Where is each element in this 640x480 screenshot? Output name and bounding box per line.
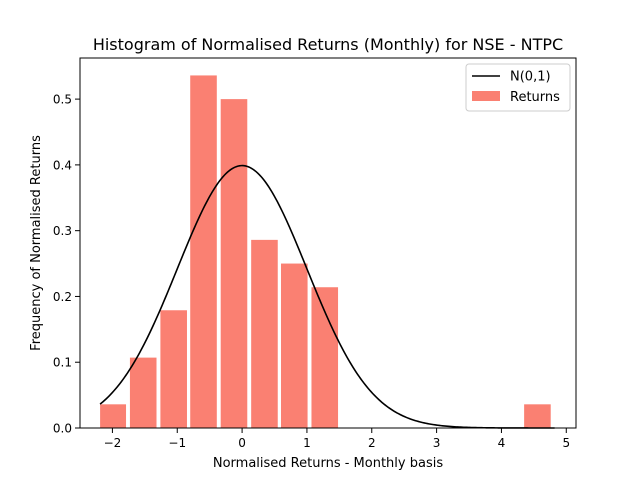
histogram-bar-8 xyxy=(524,404,551,428)
x-tick-label: 2 xyxy=(368,436,376,450)
histogram-bar-2 xyxy=(160,310,187,428)
histogram-bar-5 xyxy=(251,239,278,428)
x-tick-label: 5 xyxy=(562,436,570,450)
y-tick-label: 0.5 xyxy=(53,93,72,107)
y-axis-label: Frequency of Normalised Returns xyxy=(29,135,44,351)
histogram-bar-6 xyxy=(280,263,308,428)
legend: N(0,1) Returns xyxy=(465,63,571,112)
x-tick-label: −2 xyxy=(104,436,122,450)
y-tick-label: 0.4 xyxy=(53,158,72,172)
legend-label-normal: N(0,1) xyxy=(510,70,551,85)
x-tick-label: 1 xyxy=(303,436,311,450)
histogram-bar-1 xyxy=(129,357,157,428)
x-tick-label: 3 xyxy=(433,436,441,450)
legend-bar-swatch xyxy=(472,91,500,101)
y-tick-label: 0.0 xyxy=(53,422,72,436)
x-axis: −2 −1 0 1 2 3 4 5 xyxy=(104,428,570,450)
y-axis: 0.0 0.1 0.2 0.3 0.4 0.5 xyxy=(53,93,80,436)
histogram-bars xyxy=(100,75,551,428)
axes-frame xyxy=(79,57,577,429)
histogram-bar-7 xyxy=(311,287,339,428)
y-tick-label: 0.1 xyxy=(53,356,72,370)
chart-title: Histogram of Normalised Returns (Monthly… xyxy=(93,35,563,54)
histogram-bar-0 xyxy=(100,404,127,428)
y-tick-label: 0.3 xyxy=(53,224,72,238)
x-axis-label: Normalised Returns - Monthly basis xyxy=(213,456,443,471)
x-tick-label: 4 xyxy=(498,436,506,450)
histogram-bar-4 xyxy=(220,99,248,428)
x-tick-label: −1 xyxy=(168,436,186,450)
histogram-bar-3 xyxy=(190,75,217,428)
legend-label-returns: Returns xyxy=(510,90,560,105)
y-tick-label: 0.2 xyxy=(53,290,72,304)
x-tick-label: 0 xyxy=(238,436,246,450)
